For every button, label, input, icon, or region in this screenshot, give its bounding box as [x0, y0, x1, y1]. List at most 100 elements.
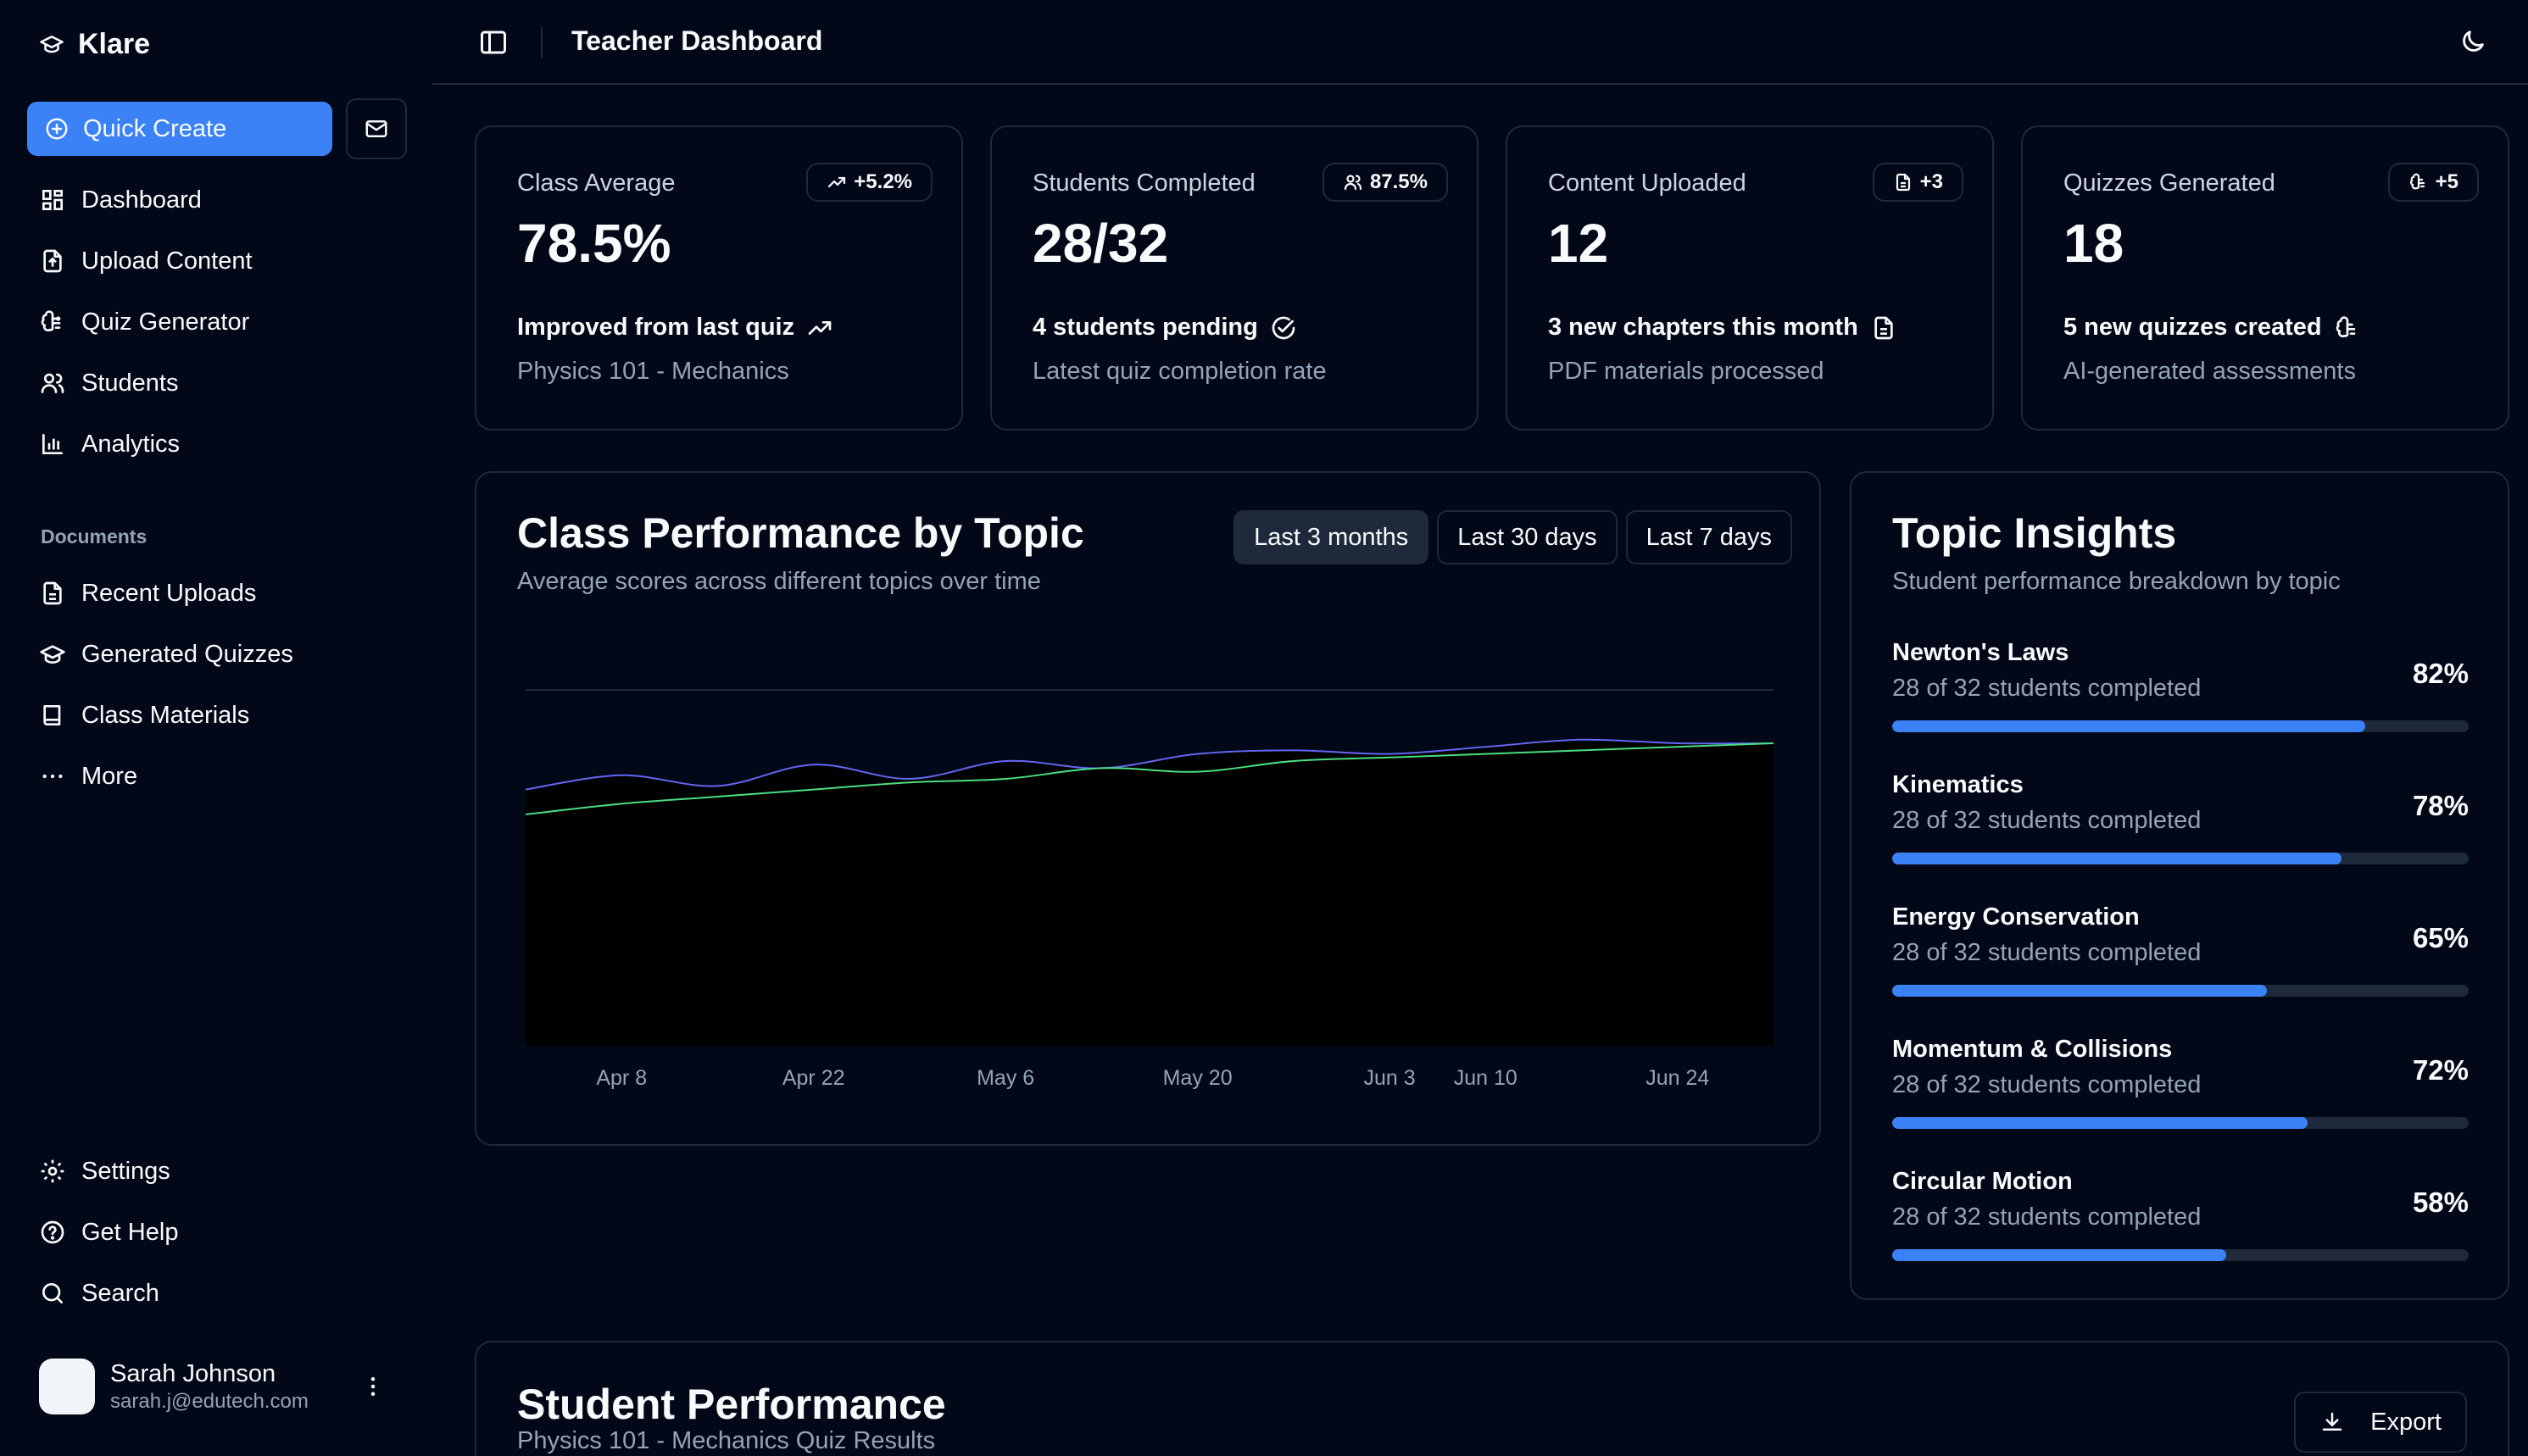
tab-last-7-days[interactable]: Last 7 days: [1625, 510, 1792, 564]
insights-title: Topic Insights: [1892, 509, 2177, 557]
sidebar-toggle-icon[interactable]: [478, 27, 509, 58]
stat-value: 28/32: [1033, 213, 1169, 274]
users-icon: [1343, 172, 1363, 192]
tab-last-30-days[interactable]: Last 30 days: [1437, 510, 1618, 564]
topic-row: Kinematics 28 of 32 students completed 78%: [1892, 771, 2469, 881]
topic-percentage: 72%: [2412, 1054, 2469, 1086]
brand[interactable]: Klare: [39, 25, 150, 63]
line-series-1: [525, 738, 1774, 791]
sidebar-item-analytics[interactable]: Analytics: [39, 424, 180, 464]
sidebar-item-label: More: [81, 762, 138, 790]
stat-subtext: AI-generated assessments: [2063, 358, 2356, 385]
performance-chart: Apr 8 Apr 22 May 6 May 20 Jun 3 Jun 10 Jun 24: [525, 689, 1774, 1090]
stat-card-class-average: Class Average +5.2% 78.5% Improved from …: [475, 125, 963, 431]
sidebar-item-search[interactable]: Search: [39, 1273, 159, 1314]
sidebar-item-label: Settings: [81, 1157, 170, 1185]
student-performance-card: Student Performance Physics 101 - Mechan…: [475, 1341, 2509, 1456]
sidebar-item-label: Upload Content: [81, 247, 253, 275]
file-text-icon: [1870, 314, 1897, 342]
topic-name: Energy Conservation: [1892, 903, 2140, 931]
brain-icon: [39, 308, 66, 336]
topic-name: Kinematics: [1892, 771, 2024, 798]
sidebar-item-label: Analytics: [81, 430, 181, 458]
x-tick-label: Jun 3: [1363, 1066, 1415, 1090]
topic-percentage: 82%: [2412, 658, 2469, 689]
sidebar-item-label: Recent Uploads: [81, 579, 257, 607]
file-upload-icon: [39, 247, 66, 275]
topic-progress-fill: [1892, 1117, 2308, 1129]
sidebar: Klare Quick Create Dashboard Upload Cont…: [0, 0, 432, 1456]
stat-note: 4 students pending: [1033, 314, 1297, 342]
stat-badge: +3: [1872, 163, 1963, 202]
topic-progress-bar: [1892, 1249, 2469, 1261]
stat-value: 78.5%: [517, 213, 671, 274]
search-icon: [39, 1280, 66, 1307]
sidebar-item-get-help[interactable]: Get Help: [39, 1212, 178, 1253]
sidebar-item-class-materials[interactable]: Class Materials: [39, 695, 249, 736]
stat-card-quizzes-generated: Quizzes Generated +5 18 5 new quizzes cr…: [2021, 125, 2509, 431]
topic-name: Newton's Laws: [1892, 639, 2069, 666]
x-tick-label: May 20: [1163, 1066, 1233, 1090]
sidebar-item-label: Students: [81, 369, 179, 397]
stat-label: Quizzes Generated: [2063, 169, 2275, 197]
topic-progress-fill: [1892, 853, 2342, 864]
sidebar-item-students[interactable]: Students: [39, 363, 178, 403]
file-text-icon: [39, 580, 66, 607]
stat-subtext: Physics 101 - Mechanics: [517, 358, 789, 385]
graduation-cap-icon: [39, 641, 66, 668]
sidebar-item-more[interactable]: More: [39, 756, 137, 797]
moon-icon[interactable]: [2458, 27, 2489, 58]
quick-create-button[interactable]: Quick Create: [27, 102, 332, 156]
sidebar-item-generated-quizzes[interactable]: Generated Quizzes: [39, 634, 293, 675]
users-icon: [39, 370, 66, 397]
topic-progress-bar: [1892, 853, 2469, 864]
sidebar-item-settings[interactable]: Settings: [39, 1151, 170, 1192]
plus-circle-icon: [44, 116, 70, 142]
stat-card-content-uploaded: Content Uploaded +3 12 3 new chapters th…: [1506, 125, 1994, 431]
stat-value: 18: [2063, 213, 2124, 274]
topic-progress-bar: [1892, 720, 2469, 732]
topic-detail: 28 of 32 students completed: [1892, 807, 2202, 834]
sidebar-item-upload-content[interactable]: Upload Content: [39, 241, 253, 281]
x-tick-label: May 6: [977, 1066, 1034, 1090]
inbox-button[interactable]: [346, 98, 407, 159]
topic-name: Circular Motion: [1892, 1168, 2073, 1195]
class-performance-chart-card: Apr 8 Apr 22 May 6 May 20 Jun 3 Jun 10 Jun 24 …: [475, 471, 1821, 1146]
page-title: Teacher Dashboard: [571, 25, 823, 56]
tab-last-3-months[interactable]: Last 3 months: [1233, 510, 1429, 564]
student-performance-title: Student Performance: [517, 1381, 946, 1428]
line-series-2: [525, 742, 1774, 815]
export-label: Export: [2370, 1408, 2442, 1436]
trending-up-icon: [827, 172, 847, 192]
avatar: [39, 1359, 95, 1414]
topic-percentage: 78%: [2412, 790, 2469, 821]
topic-insights-card: Topic Insights Student performance break…: [1850, 471, 2509, 1300]
sidebar-item-quiz-generator[interactable]: Quiz Generator: [39, 302, 249, 342]
chart-title: Class Performance by Topic: [517, 509, 1084, 557]
user-name: Sarah Johnson: [110, 1359, 276, 1387]
brand-name: Klare: [78, 27, 151, 60]
stat-badge: +5: [2387, 163, 2479, 202]
topic-row: Newton's Laws 28 of 32 students completed…: [1892, 639, 2469, 749]
book-icon: [39, 702, 66, 729]
bar-chart-icon: [39, 431, 66, 458]
export-button[interactable]: Export: [2294, 1392, 2467, 1453]
topic-progress-fill: [1892, 1249, 2227, 1261]
check-circle-icon: [1270, 314, 1297, 342]
file-text-icon: [1893, 172, 1913, 192]
sidebar-item-label: Search: [81, 1279, 159, 1307]
stat-subtext: Latest quiz completion rate: [1033, 358, 1327, 385]
user-profile[interactable]: Sarah Johnson sarah.j@edutech.com: [39, 1356, 412, 1417]
stat-label: Class Average: [517, 169, 676, 197]
more-vertical-icon[interactable]: [359, 1373, 387, 1400]
topic-detail: 28 of 32 students completed: [1892, 939, 2202, 966]
topic-name: Momentum & Collisions: [1892, 1036, 2173, 1063]
stat-badge: +5.2%: [806, 163, 933, 202]
topic-percentage: 65%: [2412, 922, 2469, 953]
sidebar-item-dashboard[interactable]: Dashboard: [39, 180, 202, 220]
quick-create-label: Quick Create: [83, 114, 227, 142]
stat-label: Students Completed: [1033, 169, 1256, 197]
dashboard-icon: [39, 186, 66, 214]
sidebar-item-recent-uploads[interactable]: Recent Uploads: [39, 573, 256, 614]
topic-progress-bar: [1892, 1117, 2469, 1129]
